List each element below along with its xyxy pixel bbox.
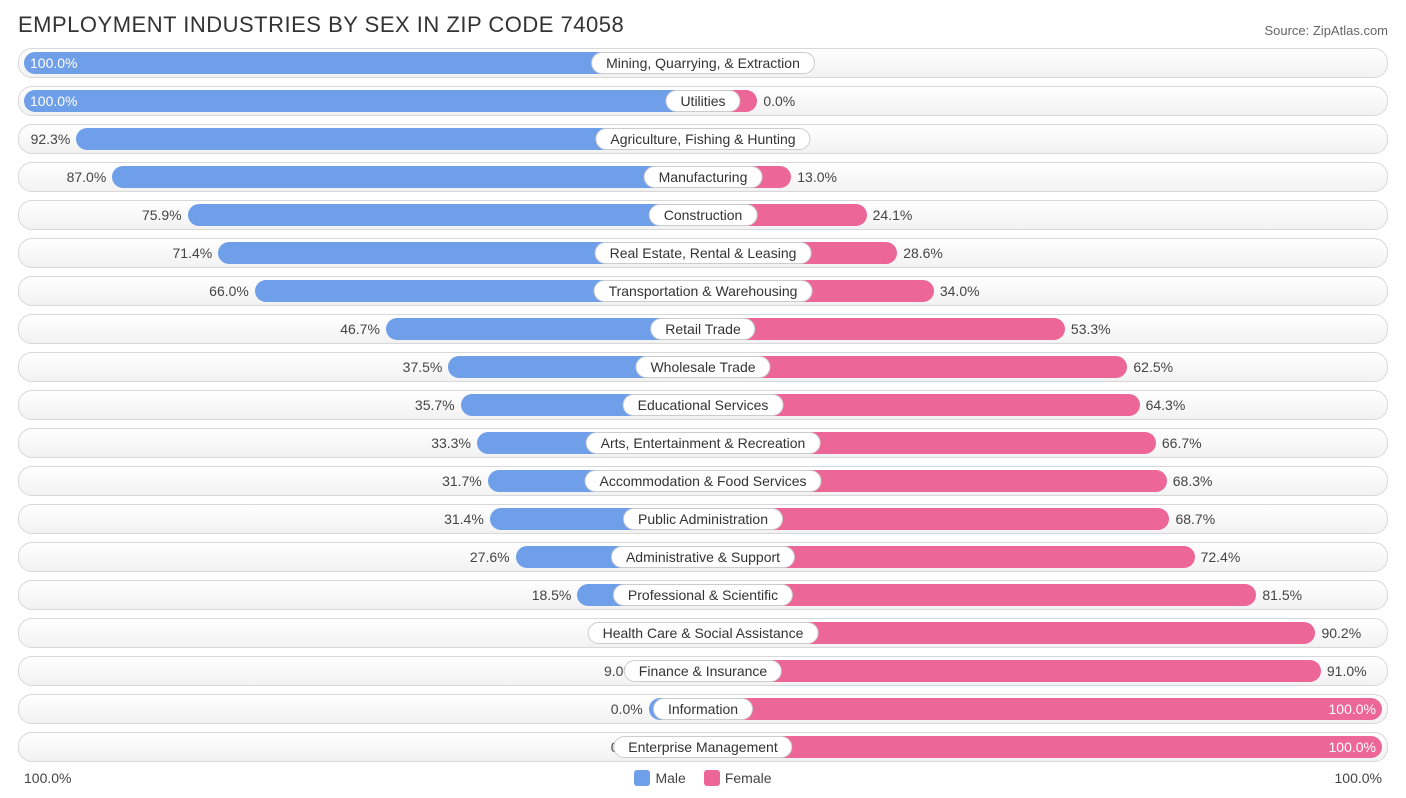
category-label: Retail Trade	[650, 318, 755, 340]
pct-female: 72.4%	[1195, 546, 1241, 568]
chart-row: 100.0%0.0%Mining, Quarrying, & Extractio…	[18, 48, 1388, 78]
category-label: Mining, Quarrying, & Extraction	[591, 52, 815, 74]
category-label: Professional & Scientific	[613, 584, 793, 606]
pct-female: 0.0%	[757, 90, 795, 112]
category-label: Transportation & Warehousing	[594, 280, 813, 302]
chart-row: 18.5% 81.5% Professional & Scientific	[18, 580, 1388, 610]
pct-male: 33.3%	[431, 432, 477, 454]
chart-row: 92.3%7.7%Agriculture, Fishing & Hunting	[18, 124, 1388, 154]
axis-row: 100.0% Male Female 100.0%	[18, 770, 1388, 786]
legend-male: Male	[634, 770, 685, 786]
pct-female: 53.3%	[1065, 318, 1111, 340]
category-label: Arts, Entertainment & Recreation	[586, 432, 821, 454]
category-label: Administrative & Support	[611, 546, 795, 568]
pct-female: 90.2%	[1315, 622, 1361, 644]
bar-female	[703, 660, 1321, 682]
category-label: Enterprise Management	[613, 736, 792, 758]
pct-female: 28.6%	[897, 242, 943, 264]
pct-male: 92.3%	[31, 128, 77, 150]
pct-female: 13.0%	[791, 166, 837, 188]
legend-female-label: Female	[725, 770, 772, 786]
category-label: Information	[653, 698, 753, 720]
pct-female: 64.3%	[1140, 394, 1186, 416]
chart-row: 33.3% 66.7% Arts, Entertainment & Recreati…	[18, 428, 1388, 458]
category-label: Real Estate, Rental & Leasing	[595, 242, 812, 264]
swatch-female	[704, 770, 720, 786]
chart-row: 9.8%90.2%Health Care & Social Assistance	[18, 618, 1388, 648]
category-label: Manufacturing	[644, 166, 763, 188]
pct-male: 66.0%	[209, 280, 255, 302]
pct-male: 35.7%	[415, 394, 461, 416]
chart-row: 66.0% 34.0% Transportation & Warehousing	[18, 276, 1388, 306]
pct-male: 87.0%	[67, 166, 113, 188]
pct-female: 34.0%	[934, 280, 980, 302]
chart-row: 9.0%91.0%Finance & Insurance	[18, 656, 1388, 686]
chart-row: 87.0% 13.0% Manufacturing	[18, 162, 1388, 192]
bar-female	[703, 736, 1382, 758]
chart-row: 0.0% 100.0% Information	[18, 694, 1388, 724]
chart-title: EMPLOYMENT INDUSTRIES BY SEX IN ZIP CODE…	[18, 12, 624, 38]
pct-female: 62.5%	[1127, 356, 1173, 378]
pct-male: 100.0%	[30, 52, 83, 74]
axis-left-label: 100.0%	[24, 770, 71, 786]
category-label: Utilities	[665, 90, 740, 112]
chart-row: 31.4% 68.7% Public Administration	[18, 504, 1388, 534]
pct-female: 81.5%	[1256, 584, 1302, 606]
diverging-bar-chart: 100.0% 0.0% Mining, Quarrying, & Extractio…	[18, 48, 1388, 762]
category-label: Finance & Insurance	[624, 660, 782, 682]
chart-row: 35.7% 64.3% Educational Services	[18, 390, 1388, 420]
pct-male: 31.7%	[442, 470, 488, 492]
chart-row: 0.0%100.0%Enterprise Management	[18, 732, 1388, 762]
chart-row: 37.5% 62.5% Wholesale Trade	[18, 352, 1388, 382]
pct-female: 68.3%	[1167, 470, 1213, 492]
pct-female: 91.0%	[1321, 660, 1367, 682]
category-label: Health Care & Social Assistance	[588, 622, 819, 644]
category-label: Accommodation & Food Services	[585, 470, 822, 492]
category-label: Wholesale Trade	[635, 356, 770, 378]
chart-row: 46.7% 53.3% Retail Trade	[18, 314, 1388, 344]
pct-male: 71.4%	[173, 242, 219, 264]
pct-male: 31.4%	[444, 508, 490, 530]
legend-female: Female	[704, 770, 772, 786]
chart-row: 100.0% 0.0% Utilities	[18, 86, 1388, 116]
header: EMPLOYMENT INDUSTRIES BY SEX IN ZIP CODE…	[18, 12, 1388, 38]
pct-female: 66.7%	[1156, 432, 1202, 454]
chart-row: 75.9% 24.1% Construction	[18, 200, 1388, 230]
category-label: Construction	[649, 204, 758, 226]
pct-male: 27.6%	[470, 546, 516, 568]
pct-male: 37.5%	[403, 356, 449, 378]
pct-male: 75.9%	[142, 204, 188, 226]
legend: Male Female	[634, 770, 771, 786]
pct-female: 24.1%	[867, 204, 913, 226]
chart-row: 27.6% 72.4% Administrative & Support	[18, 542, 1388, 572]
pct-male: 100.0%	[30, 90, 83, 112]
pct-female: 100.0%	[1323, 736, 1376, 758]
category-label: Educational Services	[623, 394, 784, 416]
bar-male	[188, 204, 703, 226]
bar-male	[24, 90, 703, 112]
bar-male	[112, 166, 703, 188]
chart-row: 31.7% 68.3% Accommodation & Food Services	[18, 466, 1388, 496]
source-label: Source: ZipAtlas.com	[1264, 23, 1388, 38]
bar-female	[703, 698, 1382, 720]
chart-row: 71.4% 28.6% Real Estate, Rental & Leasing	[18, 238, 1388, 268]
category-label: Agriculture, Fishing & Hunting	[595, 128, 810, 150]
pct-male: 18.5%	[532, 584, 578, 606]
axis-right-label: 100.0%	[1335, 770, 1382, 786]
pct-female: 100.0%	[1323, 698, 1376, 720]
pct-male: 46.7%	[340, 318, 386, 340]
bar-female	[703, 318, 1065, 340]
swatch-male	[634, 770, 650, 786]
pct-female: 68.7%	[1169, 508, 1215, 530]
pct-male: 0.0%	[611, 698, 649, 720]
legend-male-label: Male	[655, 770, 685, 786]
category-label: Public Administration	[623, 508, 783, 530]
